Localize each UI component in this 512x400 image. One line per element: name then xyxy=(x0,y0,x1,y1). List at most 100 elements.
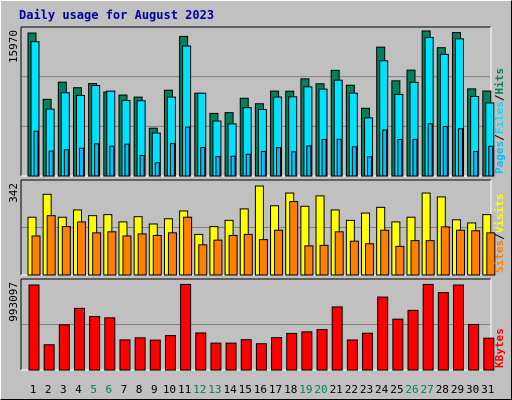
legend-separator: / xyxy=(493,94,506,101)
x-tick-label-day-11: 11 xyxy=(178,383,191,396)
bar-kbytes-day-19 xyxy=(301,331,313,371)
bar-pages-day-23 xyxy=(367,156,373,177)
bar-sites-day-4 xyxy=(76,221,86,276)
bar-pages-day-10 xyxy=(169,143,175,177)
bar-sites-day-31 xyxy=(486,232,496,276)
bar-sites-day-7 xyxy=(122,235,132,276)
x-tick-label-day-31: 31 xyxy=(481,383,494,396)
bar-sites-day-22 xyxy=(349,240,359,276)
bar-kbytes-day-29 xyxy=(452,284,464,371)
bar-kbytes-day-11 xyxy=(180,283,192,371)
x-tick-label-day-2: 2 xyxy=(45,383,52,396)
bar-pages-day-16 xyxy=(260,150,266,177)
bar-pages-day-3 xyxy=(63,149,69,177)
x-tick-label-day-10: 10 xyxy=(163,383,176,396)
x-tick-label-day-26: 26 xyxy=(405,383,418,396)
bar-kbytes-day-2 xyxy=(43,344,55,371)
bar-pages-day-21 xyxy=(336,138,342,177)
bar-pages-day-20 xyxy=(321,138,327,177)
bar-pages-day-6 xyxy=(109,145,115,177)
bar-pages-day-1 xyxy=(33,130,39,177)
x-tick-label-day-17: 17 xyxy=(269,383,282,396)
bar-kbytes-day-15 xyxy=(240,339,252,371)
x-tick-label-day-13: 13 xyxy=(208,383,221,396)
bar-kbytes-day-1 xyxy=(28,284,40,371)
bar-sites-day-14 xyxy=(228,234,238,276)
x-tick-label-day-6: 6 xyxy=(105,383,112,396)
bar-pages-day-26 xyxy=(412,138,418,177)
bar-kbytes-day-20 xyxy=(316,329,328,371)
bar-pages-day-12 xyxy=(200,147,206,177)
x-tick-label-day-8: 8 xyxy=(136,383,143,396)
bar-sites-day-13 xyxy=(213,239,223,276)
bar-pages-day-13 xyxy=(215,156,221,177)
bar-kbytes-day-30 xyxy=(468,323,480,371)
bar-sites-day-2 xyxy=(46,215,56,276)
bar-sites-day-20 xyxy=(319,244,329,276)
x-tick-label-day-21: 21 xyxy=(330,383,343,396)
bar-pages-day-25 xyxy=(397,138,403,177)
bar-sites-day-18 xyxy=(289,201,299,276)
x-tick-label-day-29: 29 xyxy=(451,383,464,396)
bar-kbytes-day-17 xyxy=(271,337,283,371)
bar-sites-day-27 xyxy=(425,240,435,276)
bar-pages-day-27 xyxy=(427,123,433,177)
bar-pages-day-9 xyxy=(154,162,160,177)
bar-kbytes-day-9 xyxy=(149,339,161,371)
bar-pages-day-17 xyxy=(276,147,282,177)
chart-title: Daily usage for August 2023 xyxy=(19,8,215,22)
bar-sites-day-26 xyxy=(410,240,420,276)
bar-sites-day-12 xyxy=(198,244,208,276)
bar-sites-day-21 xyxy=(334,231,344,276)
y-max-label: 993097 xyxy=(7,282,20,322)
bar-pages-day-18 xyxy=(291,151,297,177)
bar-sites-day-6 xyxy=(107,231,117,276)
legend-kbytes: KBytes xyxy=(493,328,506,368)
panel-kbytes: 993097 KBytes xyxy=(7,278,506,371)
bar-sites-day-25 xyxy=(395,245,405,276)
bar-kbytes-day-5 xyxy=(89,316,101,371)
bar-kbytes-day-6 xyxy=(104,317,116,371)
x-tick-label-day-28: 28 xyxy=(436,383,449,396)
panel-hits-files-pages: 15970 Pages/Files/Hits xyxy=(7,26,506,177)
bar-kbytes-day-10 xyxy=(164,335,176,371)
legend-pages: Pages xyxy=(493,141,506,174)
bar-sites-day-8 xyxy=(137,233,147,276)
x-tick-label-day-18: 18 xyxy=(284,383,297,396)
x-tick-label-day-20: 20 xyxy=(314,383,327,396)
legend-sites: Sites xyxy=(493,240,506,273)
bar-kbytes-day-25 xyxy=(392,318,404,371)
bar-sites-day-15 xyxy=(243,233,253,276)
bar-kbytes-day-14 xyxy=(225,342,237,371)
bar-pages-day-14 xyxy=(230,155,236,177)
legend-separator: / xyxy=(493,134,506,141)
legend-label-kbytes: KBytes xyxy=(493,328,506,368)
bar-kbytes-day-27 xyxy=(422,283,434,371)
bar-pages-day-22 xyxy=(351,146,357,177)
bar-kbytes-day-13 xyxy=(210,342,222,371)
x-tick-label-day-1: 1 xyxy=(30,383,37,396)
bar-sites-day-24 xyxy=(380,229,390,276)
bar-pages-day-24 xyxy=(382,129,388,177)
x-tick-label-day-19: 19 xyxy=(299,383,312,396)
bar-kbytes-day-23 xyxy=(362,332,374,371)
bar-pages-day-4 xyxy=(78,147,84,177)
bar-pages-day-30 xyxy=(473,151,479,177)
bar-pages-day-31 xyxy=(488,145,494,177)
bar-kbytes-day-18 xyxy=(286,332,298,371)
bar-sites-day-9 xyxy=(152,234,162,276)
bar-kbytes-day-7 xyxy=(119,339,131,371)
bar-kbytes-day-3 xyxy=(58,324,70,371)
x-tick-label-day-7: 7 xyxy=(121,383,128,396)
bar-pages-day-15 xyxy=(245,153,251,177)
y-max-label: 15970 xyxy=(7,30,20,63)
legend-label-hits-files-pages: Pages/Files/Hits xyxy=(493,68,506,174)
x-tick-label-day-25: 25 xyxy=(390,383,403,396)
bar-kbytes-day-21 xyxy=(331,306,343,371)
bar-sites-day-3 xyxy=(61,226,71,276)
panel-visits-sites: 342 Sites/Visits xyxy=(7,179,506,276)
bar-sites-day-5 xyxy=(92,232,102,276)
x-tick-label-day-24: 24 xyxy=(375,383,389,396)
bar-pages-day-8 xyxy=(139,154,145,177)
